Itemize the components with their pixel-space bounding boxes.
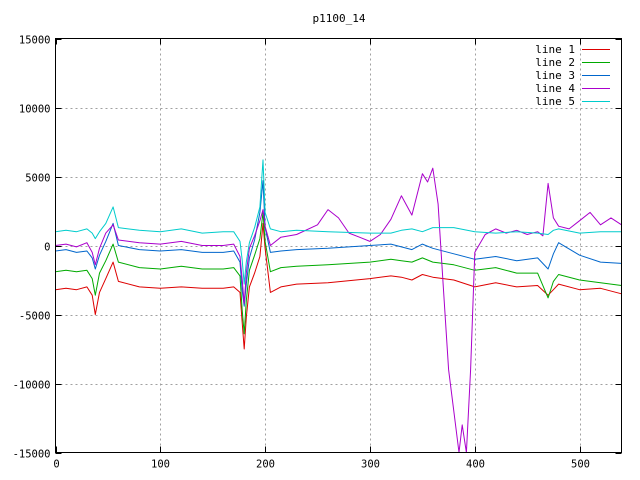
y-tick-label: 0 — [44, 242, 50, 254]
series-line-line-4 — [55, 167, 622, 453]
x-tick-label: 300 — [361, 459, 380, 471]
axis-ticks: 0 100 200 300 400 500 -15000 -10000 -5000 0 5000 10… — [13, 35, 622, 471]
series-line-line-3 — [55, 180, 622, 307]
legend-item: line 1 — [535, 43, 610, 56]
x-tick-label: 100 — [151, 459, 170, 471]
series-group — [55, 159, 622, 453]
legend-item: line 4 — [535, 82, 610, 95]
legend-label: line 5 — [535, 95, 575, 108]
series-line-line-1 — [55, 222, 622, 350]
y-tick-label: -10000 — [13, 380, 51, 392]
x-tick-label: 200 — [256, 459, 275, 471]
x-tick-label: 500 — [571, 459, 590, 471]
y-tick-label: -5000 — [19, 311, 51, 323]
series-line-line-5 — [55, 159, 622, 285]
chart-title: p1100_14 — [313, 12, 366, 25]
legend-item: line 2 — [535, 56, 610, 69]
y-tick-label: 5000 — [25, 173, 50, 185]
legend-label: line 3 — [535, 69, 575, 82]
y-tick-label: 10000 — [19, 104, 51, 116]
legend-item: line 3 — [535, 69, 610, 82]
legend-label: line 4 — [535, 82, 575, 95]
legend-label: line 1 — [535, 43, 575, 56]
legend-label: line 2 — [535, 56, 575, 69]
x-tick-label: 0 — [53, 459, 59, 471]
x-tick-label: 400 — [466, 459, 485, 471]
series-line-line-2 — [55, 211, 622, 335]
plot-frame — [55, 38, 622, 453]
y-tick-label: 15000 — [19, 35, 51, 47]
y-tick-label: -15000 — [13, 449, 51, 461]
legend-item: line 5 — [535, 95, 610, 108]
